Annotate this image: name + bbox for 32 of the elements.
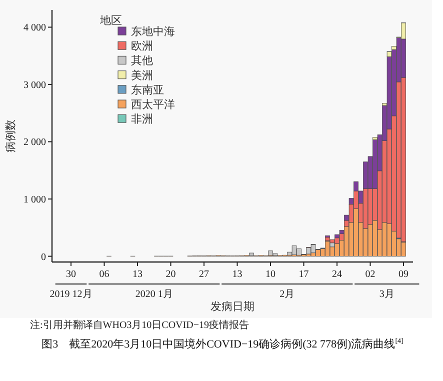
x-tick-label: 10 [266,269,276,280]
text: 2019 12月 [50,289,92,300]
x-tick-label: 20 [166,269,176,280]
x-tick-label: 30 [66,269,76,280]
y-tick-label: 0 [41,252,46,263]
legend-label: 其他 [131,54,153,68]
legend-label: 西太平洋 [131,98,175,111]
x-axis-title: 发病日期 [210,300,254,313]
legend-label: 美洲 [131,68,153,82]
text: 2月 [280,289,295,300]
x-tick-label: 13 [132,269,142,280]
legend-label: 非洲 [131,112,153,126]
legend-title: 地区 [99,14,122,27]
text: 2020 1月 [135,289,173,300]
x-tick-label: 27 [199,269,209,280]
x-tick-label: 17 [298,269,309,280]
y-tick-label: 2 000 [24,137,46,148]
text: 图3 截至2020年3月10日中国境外COVID−19确诊病例(32 778例)流病曲线$^{[4]}$ [40,336,404,353]
y-tick-label: 1 000 [24,194,46,206]
y-axis-title: 病例数 [4,120,17,152]
legend-label: 欧洲 [131,40,153,53]
x-tick-label: 02 [365,269,376,280]
y-tick-label: 4 000 [24,22,46,34]
legend-label: 东地中海 [131,25,175,38]
x-tick-label: 09 [398,269,408,280]
x-tick-label: 24 [332,269,342,280]
y-tick-label: 3 000 [24,80,46,91]
legend-label: 东南亚 [131,83,164,96]
x-tick-label: 06 [99,269,110,280]
text: 注:引用并翻译自WHO3月10日COVID−19疫情报告 [30,318,249,332]
x-tick-label: 13 [232,269,242,280]
text: 3月 [379,289,394,300]
